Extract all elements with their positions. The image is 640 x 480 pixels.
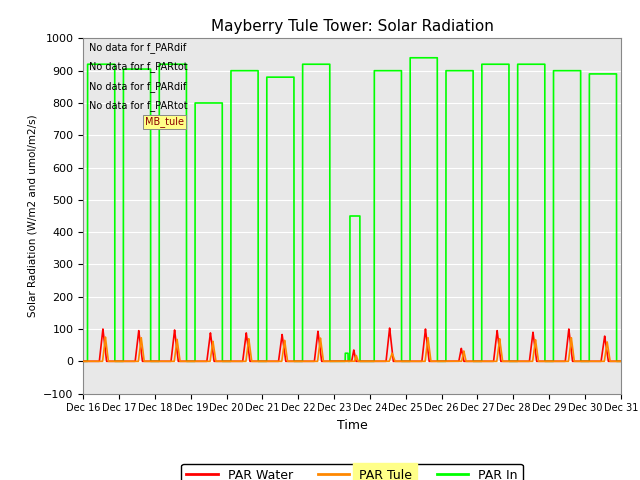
Text: No data for f_PARdif: No data for f_PARdif xyxy=(88,42,186,53)
Y-axis label: Solar Radiation (W/m2 and umol/m2/s): Solar Radiation (W/m2 and umol/m2/s) xyxy=(28,115,38,317)
X-axis label: Time: Time xyxy=(337,419,367,432)
Legend: PAR Water, PAR Tule, PAR In: PAR Water, PAR Tule, PAR In xyxy=(181,464,523,480)
Text: No data for f_PARdif: No data for f_PARdif xyxy=(88,81,186,92)
Text: MB_tule: MB_tule xyxy=(145,117,184,128)
Title: Mayberry Tule Tower: Solar Radiation: Mayberry Tule Tower: Solar Radiation xyxy=(211,20,493,35)
Text: No data for f_PARtot: No data for f_PARtot xyxy=(88,101,188,111)
Text: No data for f_PARtot: No data for f_PARtot xyxy=(88,61,188,72)
